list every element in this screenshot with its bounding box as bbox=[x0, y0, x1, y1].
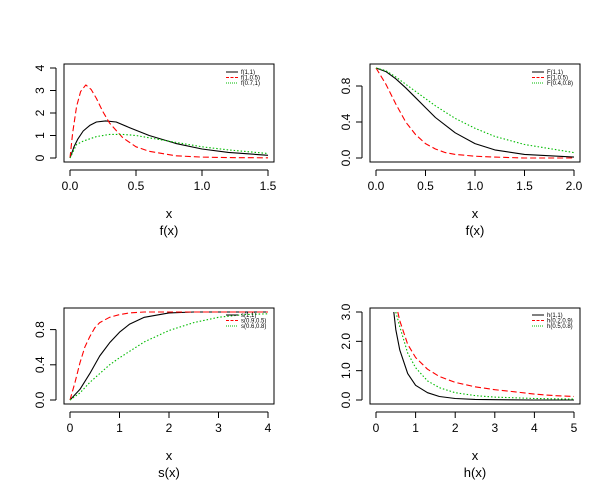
series-line bbox=[375, 67, 574, 159]
series-line bbox=[375, 67, 575, 158]
legend-label: s(0.6,0.8) bbox=[241, 324, 266, 330]
y-tick-label: 1.0 bbox=[339, 362, 353, 379]
x-tick-label: 1.0 bbox=[467, 179, 484, 193]
x-tick-label: 1 bbox=[412, 421, 419, 435]
panel-bottom-left: 0 1 2 3 4 0.0 0.4 0.8 s(1,1)s(0.9,0.5)s(0.6,0.8)… bbox=[33, 307, 275, 480]
legend-label: F(1,0.5) bbox=[547, 76, 568, 82]
y-tick-label: 0.8 bbox=[339, 77, 353, 94]
x-axis-label: x bbox=[472, 206, 479, 221]
y-tick-label: 0.4 bbox=[33, 356, 47, 373]
x-tick-label: 3 bbox=[491, 421, 498, 435]
series-line bbox=[375, 67, 575, 154]
legend-label: h(0.5,0.8) bbox=[547, 324, 573, 330]
x-tick-label: 2 bbox=[452, 421, 459, 435]
panel-caption: h(x) bbox=[464, 465, 486, 480]
y-tick-label: 3.0 bbox=[339, 303, 353, 320]
panel-caption: f(x) bbox=[466, 223, 485, 238]
panel-caption: f(x) bbox=[160, 223, 179, 238]
panel-caption: s(x) bbox=[158, 465, 180, 480]
x-tick-label: 2 bbox=[166, 421, 173, 435]
panel-bottom-right: 0 1 2 3 4 5 0.0 1.0 2.0 3.0 h(1,1)h(0.2,0.9)h(0.5,… bbox=[339, 303, 581, 480]
x-tick-label: 0 bbox=[67, 421, 74, 435]
plot-frame bbox=[369, 63, 581, 163]
y-tick-label: 0.0 bbox=[339, 149, 353, 166]
x-axis-label: x bbox=[472, 448, 479, 463]
series-line bbox=[69, 133, 269, 159]
x-tick-label: 4 bbox=[265, 421, 272, 435]
plot-frame bbox=[63, 307, 275, 405]
legend-label: s(1,1) bbox=[241, 313, 256, 319]
legend-label: s(0.9,0.5) bbox=[241, 319, 266, 325]
y-tick-label: 0.8 bbox=[33, 321, 47, 338]
y-tick-label: 0 bbox=[33, 154, 47, 161]
plot-frame bbox=[369, 307, 581, 405]
x-tick-label: 4 bbox=[531, 421, 538, 435]
y-tick-label: 4 bbox=[33, 64, 47, 71]
y-tick-label: 0.4 bbox=[339, 113, 353, 130]
series-line bbox=[69, 120, 269, 159]
x-axis-label: x bbox=[166, 206, 173, 221]
legend-label: h(0.2,0.9) bbox=[547, 319, 573, 325]
plot-frame bbox=[63, 63, 275, 163]
panel-top-left: 0.0 0.5 1.0 1.5 0 1 2 3 4 f(1,1)f(1,0.5)f(0.7,1) x… bbox=[33, 63, 277, 238]
y-tick-label: 0.0 bbox=[339, 391, 353, 408]
y-tick-label: 2 bbox=[33, 109, 47, 116]
legend-label: f(1,1) bbox=[241, 70, 255, 76]
x-tick-label: 1.5 bbox=[260, 179, 277, 193]
x-tick-label: 0 bbox=[373, 421, 380, 435]
x-axis-label: x bbox=[166, 448, 173, 463]
y-tick-label: 1 bbox=[33, 132, 47, 139]
x-tick-label: 1.5 bbox=[516, 179, 533, 193]
x-tick-label: 1 bbox=[116, 421, 123, 435]
x-tick-label: 3 bbox=[215, 421, 222, 435]
legend-label: f(1,0.5) bbox=[241, 76, 260, 82]
x-tick-label: 2.0 bbox=[566, 179, 583, 193]
series-line bbox=[393, 311, 574, 401]
x-tick-label: 0.5 bbox=[128, 179, 145, 193]
panel-top-right: 0.0 0.5 1.0 1.5 2.0 0.0 0.4 0.8 F(1,1)F(1,0.5)F(… bbox=[339, 63, 583, 238]
series-line bbox=[69, 311, 268, 401]
x-tick-label: 5 bbox=[571, 421, 578, 435]
y-tick-label: 3 bbox=[33, 87, 47, 94]
legend-label: h(1,1) bbox=[547, 313, 563, 319]
series-line bbox=[69, 311, 268, 401]
legend-label: F(1,1) bbox=[547, 70, 563, 76]
legend-label: F(0.4,0.8) bbox=[547, 81, 573, 87]
y-tick-label: 0.0 bbox=[33, 391, 47, 408]
series-line bbox=[69, 84, 269, 159]
x-tick-label: 0.0 bbox=[62, 179, 79, 193]
y-tick-label: 2.0 bbox=[339, 333, 353, 350]
x-tick-label: 0.0 bbox=[368, 179, 385, 193]
series-line bbox=[397, 311, 575, 398]
x-tick-label: 1.0 bbox=[194, 179, 211, 193]
legend-label: f(0.7,1) bbox=[241, 81, 260, 87]
x-tick-label: 0.5 bbox=[417, 179, 434, 193]
